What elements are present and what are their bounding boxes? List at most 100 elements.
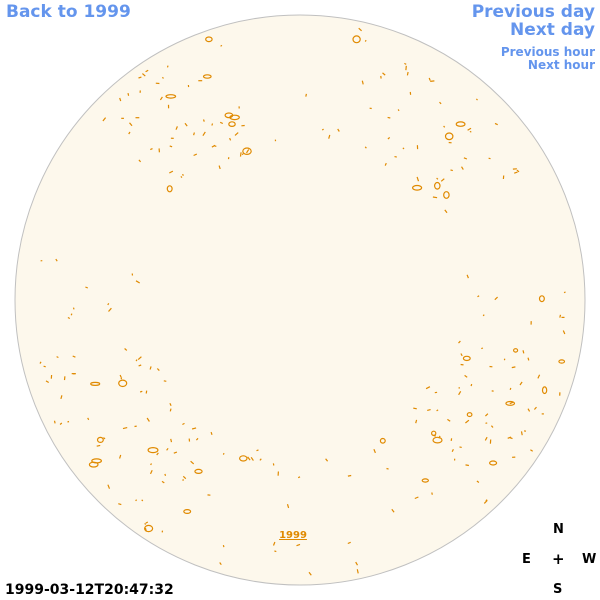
contour-mark	[530, 449, 534, 452]
compass-north: N	[553, 522, 564, 537]
compass-center-icon: +	[552, 550, 565, 568]
contour-mark	[164, 473, 167, 476]
solar-disk-circle	[14, 14, 586, 586]
contour-mark	[458, 340, 461, 344]
contour-mark	[119, 97, 122, 102]
contour-mark	[387, 136, 391, 140]
disk-year-link[interactable]: 1999	[279, 530, 307, 541]
next-day-link[interactable]: Next day	[510, 20, 595, 40]
contour-mark	[387, 116, 391, 119]
contour-mark	[465, 464, 470, 467]
contour-mark	[537, 374, 541, 379]
contour-mark	[239, 152, 242, 157]
contour-mark	[169, 170, 174, 174]
contour-mark	[210, 431, 213, 435]
contour-mark	[91, 458, 102, 464]
compass-south: S	[553, 582, 563, 597]
contour-mark	[150, 463, 153, 466]
contour-mark	[484, 413, 489, 417]
contour-mark	[191, 427, 197, 430]
contour-mark	[386, 467, 389, 470]
contour-mark	[384, 162, 387, 166]
contour-mark	[509, 387, 512, 390]
contour-mark	[559, 314, 562, 318]
previous-hour-link[interactable]: Previous hour	[500, 45, 595, 59]
contour-mark	[514, 171, 518, 174]
contour-mark	[169, 408, 172, 412]
contour-mark	[165, 94, 177, 99]
next-hour-link[interactable]: Next hour	[527, 58, 595, 72]
contour-mark	[440, 178, 445, 182]
contour-mark	[181, 174, 184, 176]
contour-mark	[229, 114, 240, 121]
previous-day-link[interactable]: Previous day	[471, 2, 595, 22]
contour-mark	[205, 36, 213, 43]
contour-mark	[373, 448, 376, 454]
contour-mark	[149, 366, 152, 370]
contour-mark	[382, 72, 386, 76]
contour-mark	[416, 176, 420, 182]
back-to-year-link[interactable]: Back to 1999	[6, 2, 131, 22]
contour-mark	[510, 437, 513, 440]
contour-mark	[39, 361, 42, 364]
contour-mark	[465, 419, 470, 424]
contour-mark	[56, 356, 59, 359]
contour-mark	[242, 147, 252, 156]
contour-mark	[475, 98, 478, 101]
contour-mark	[87, 417, 90, 421]
contour-mark	[522, 350, 525, 354]
contour-mark	[460, 353, 463, 357]
contour-mark	[259, 458, 262, 461]
contour-mark	[219, 121, 224, 125]
contour-mark	[533, 406, 537, 410]
contour-mark	[519, 381, 523, 386]
contour-mark	[127, 92, 130, 96]
contour-mark	[96, 436, 104, 443]
contour-mark	[361, 80, 364, 85]
contour-mark	[256, 449, 259, 452]
contour-mark	[193, 153, 198, 157]
contour-mark	[272, 541, 276, 546]
contour-mark	[90, 381, 101, 386]
contour-mark	[118, 503, 122, 506]
contour-mark	[462, 355, 471, 362]
contour-mark	[356, 569, 359, 574]
contour-mark	[476, 480, 480, 483]
contour-mark	[494, 122, 498, 126]
contour-mark	[439, 101, 442, 105]
contour-mark	[163, 380, 167, 382]
contour-mark	[144, 527, 147, 532]
contour-mark	[431, 492, 433, 495]
contour-mark	[447, 418, 451, 422]
contour-mark	[451, 448, 454, 452]
contour-mark	[219, 562, 222, 566]
contour-mark	[431, 430, 437, 436]
contour-mark	[481, 347, 484, 350]
contour-mark	[166, 185, 173, 193]
contour-mark	[138, 76, 142, 79]
contour-mark	[108, 307, 112, 312]
contour-mark	[512, 348, 519, 353]
contour-mark	[124, 348, 128, 351]
contour-mark	[183, 509, 192, 515]
contour-mark	[195, 437, 199, 441]
contour-mark	[485, 499, 488, 502]
contour-mark	[59, 422, 63, 425]
contour-mark	[175, 126, 178, 130]
contour-mark	[425, 386, 431, 390]
contour-mark	[427, 409, 431, 411]
contour-mark	[145, 69, 149, 73]
contour-mark	[138, 364, 142, 367]
contour-mark	[505, 400, 516, 406]
contour-mark	[222, 452, 225, 455]
contour-mark	[43, 365, 46, 368]
contour-mark	[394, 156, 397, 158]
contour-mark	[245, 149, 250, 154]
contour-mark	[60, 395, 63, 400]
contour-mark	[190, 460, 195, 465]
contour-mark	[428, 77, 431, 81]
contour-mark	[482, 314, 485, 317]
contour-mark	[156, 452, 159, 456]
contour-mark	[234, 132, 239, 136]
